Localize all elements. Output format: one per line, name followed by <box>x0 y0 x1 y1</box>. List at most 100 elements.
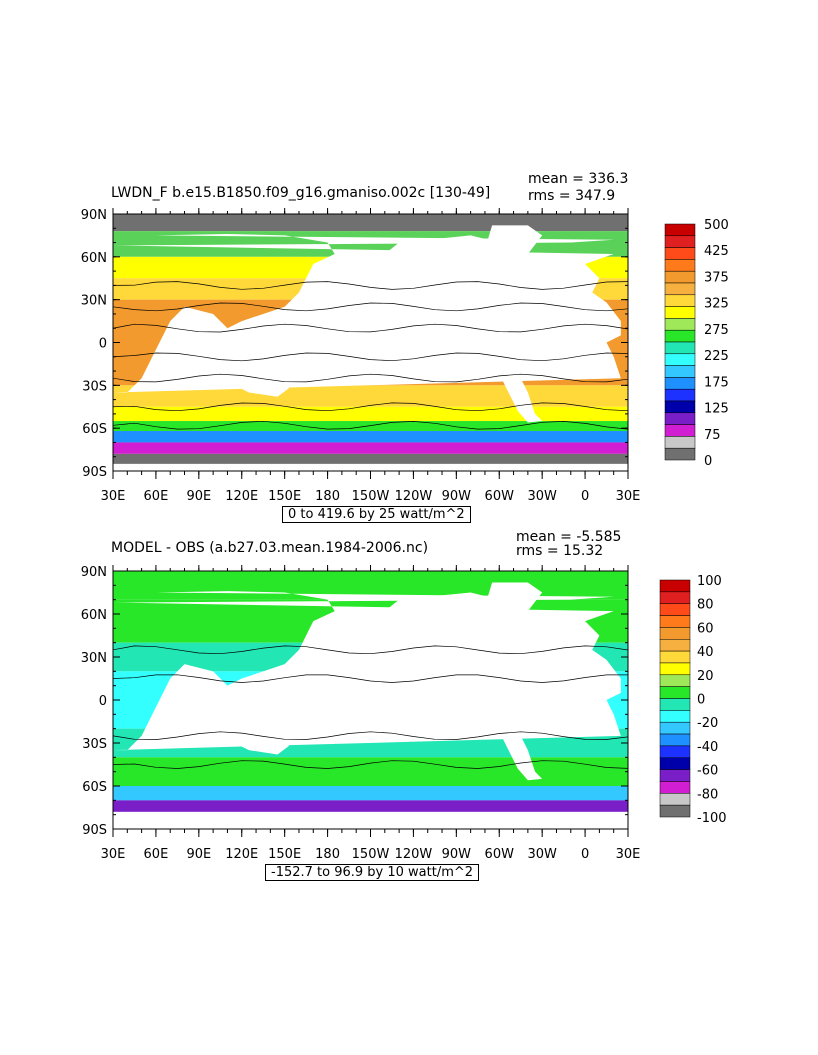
contour-line <box>113 281 628 290</box>
colorbar-swatch <box>664 329 696 343</box>
colorbar-swatch <box>659 662 691 676</box>
field-zone <box>113 431 628 443</box>
colorbar-swatch <box>664 412 696 425</box>
contour-line <box>113 645 628 655</box>
plot2-rms: rms = 15.32 <box>516 543 604 559</box>
colorbar-swatch <box>659 804 691 818</box>
colorbar-swatch <box>664 388 696 402</box>
x-tick-label: 30W <box>527 489 557 504</box>
colorbar-swatch <box>659 579 691 593</box>
colorbar-label: 80 <box>697 598 714 613</box>
y-tick-label: 30N <box>81 651 107 666</box>
plot1-title: LWDN_F b.e15.B1850.f09_g16.gmaniso.002c … <box>111 185 491 201</box>
field-zone <box>113 406 628 422</box>
field-zone <box>113 800 628 812</box>
x-tick-label: 90W <box>442 847 472 862</box>
y-tick-label: 30N <box>81 294 107 309</box>
plot2-range-label: -152.7 to 96.9 by 10 watt/m^2 <box>265 864 480 881</box>
colorbar-swatch <box>659 698 691 711</box>
colorbar-swatch <box>664 270 696 284</box>
y-tick-label: 30S <box>82 737 107 752</box>
colorbar-label: -60 <box>697 764 718 779</box>
colorbar-label: 425 <box>704 244 729 259</box>
colorbar-label: 325 <box>704 297 729 312</box>
colorbar-swatch <box>659 591 691 604</box>
field-zone <box>113 421 628 432</box>
colorbar-swatch <box>664 318 696 331</box>
colorbar-swatch <box>664 400 696 414</box>
x-tick-label: 30E <box>616 489 641 504</box>
colorbar-label: -80 <box>697 787 718 802</box>
field-zone <box>113 442 628 454</box>
x-tick-label: 150E <box>268 489 301 504</box>
x-tick-label: 120W <box>395 489 433 504</box>
y-tick-label: 90S <box>82 823 107 838</box>
plot1-mean: mean = 336.3 <box>528 171 629 187</box>
y-tick-label: 90N <box>81 565 107 580</box>
colorbar-label: 75 <box>704 428 721 443</box>
colorbar-label: 375 <box>704 270 729 285</box>
colorbar-label: -40 <box>697 740 718 755</box>
colorbar-swatch <box>659 769 691 782</box>
colorbar-swatch <box>659 793 691 806</box>
colorbar-swatch <box>664 341 696 355</box>
plot2-mean: mean = -5.585 <box>516 529 622 545</box>
colorbar-label: 0 <box>697 693 705 708</box>
colorbar-label: 175 <box>704 375 729 390</box>
colorbar-swatch <box>664 436 696 449</box>
colorbar-swatch <box>664 223 696 237</box>
plot2-title: MODEL - OBS (a.b27.03.mean.1984-2006.nc) <box>111 540 429 556</box>
colorbar-swatch <box>664 447 696 461</box>
colorbar-label: -100 <box>697 811 727 826</box>
contour-line <box>113 760 628 769</box>
colorbar-swatch <box>659 757 691 770</box>
contour-line <box>113 323 628 333</box>
colorbar-swatch <box>659 603 691 616</box>
x-tick-label: 60E <box>144 489 169 504</box>
colorbar-label: 0 <box>704 454 712 469</box>
colorbar-swatch <box>659 639 691 652</box>
colorbar-label: -20 <box>697 716 718 731</box>
x-tick-label: 0 <box>581 489 589 504</box>
colorbar-swatch <box>659 686 691 699</box>
x-tick-label: 120W <box>395 847 433 862</box>
x-tick-label: 150W <box>352 489 390 504</box>
x-tick-label: 60E <box>144 847 169 862</box>
x-tick-label: 180 <box>315 489 340 504</box>
colorbar-swatch <box>664 306 696 319</box>
x-tick-label: 180 <box>315 847 340 862</box>
x-tick-label: 30E <box>101 847 126 862</box>
field-zone <box>113 786 628 801</box>
y-tick-label: 0 <box>99 694 107 709</box>
land-mass <box>487 225 543 254</box>
colorbar-swatch <box>659 745 691 759</box>
contour-line <box>113 402 628 412</box>
plot1-rms: rms = 347.9 <box>528 188 616 204</box>
colorbar-swatch <box>659 615 691 628</box>
x-tick-label: 30E <box>101 489 126 504</box>
colorbar-swatch <box>664 365 696 378</box>
contour-line <box>113 731 628 740</box>
x-tick-label: 90E <box>186 489 211 504</box>
colorbar-swatch <box>664 353 696 366</box>
field-zone <box>113 453 628 464</box>
colorbar-label: 40 <box>697 645 714 660</box>
x-tick-label: 120E <box>225 489 258 504</box>
colorbar-swatch <box>659 627 691 640</box>
colorbar-swatch <box>659 674 691 687</box>
y-tick-label: 60N <box>81 608 107 623</box>
x-tick-label: 60W <box>485 489 515 504</box>
y-tick-label: 60S <box>82 780 107 795</box>
colorbar-label: 225 <box>704 349 729 364</box>
colorbar-swatch <box>659 650 691 664</box>
x-tick-label: 30E <box>616 847 641 862</box>
x-tick-label: 90E <box>186 847 211 862</box>
colorbar-label: 100 <box>697 574 722 589</box>
contour-line <box>113 352 628 362</box>
colorbar-swatch <box>659 733 691 747</box>
land-mass <box>113 591 621 751</box>
x-tick-label: 150W <box>352 847 390 862</box>
colorbar-swatch <box>659 710 691 723</box>
colorbar-swatch <box>664 282 696 296</box>
